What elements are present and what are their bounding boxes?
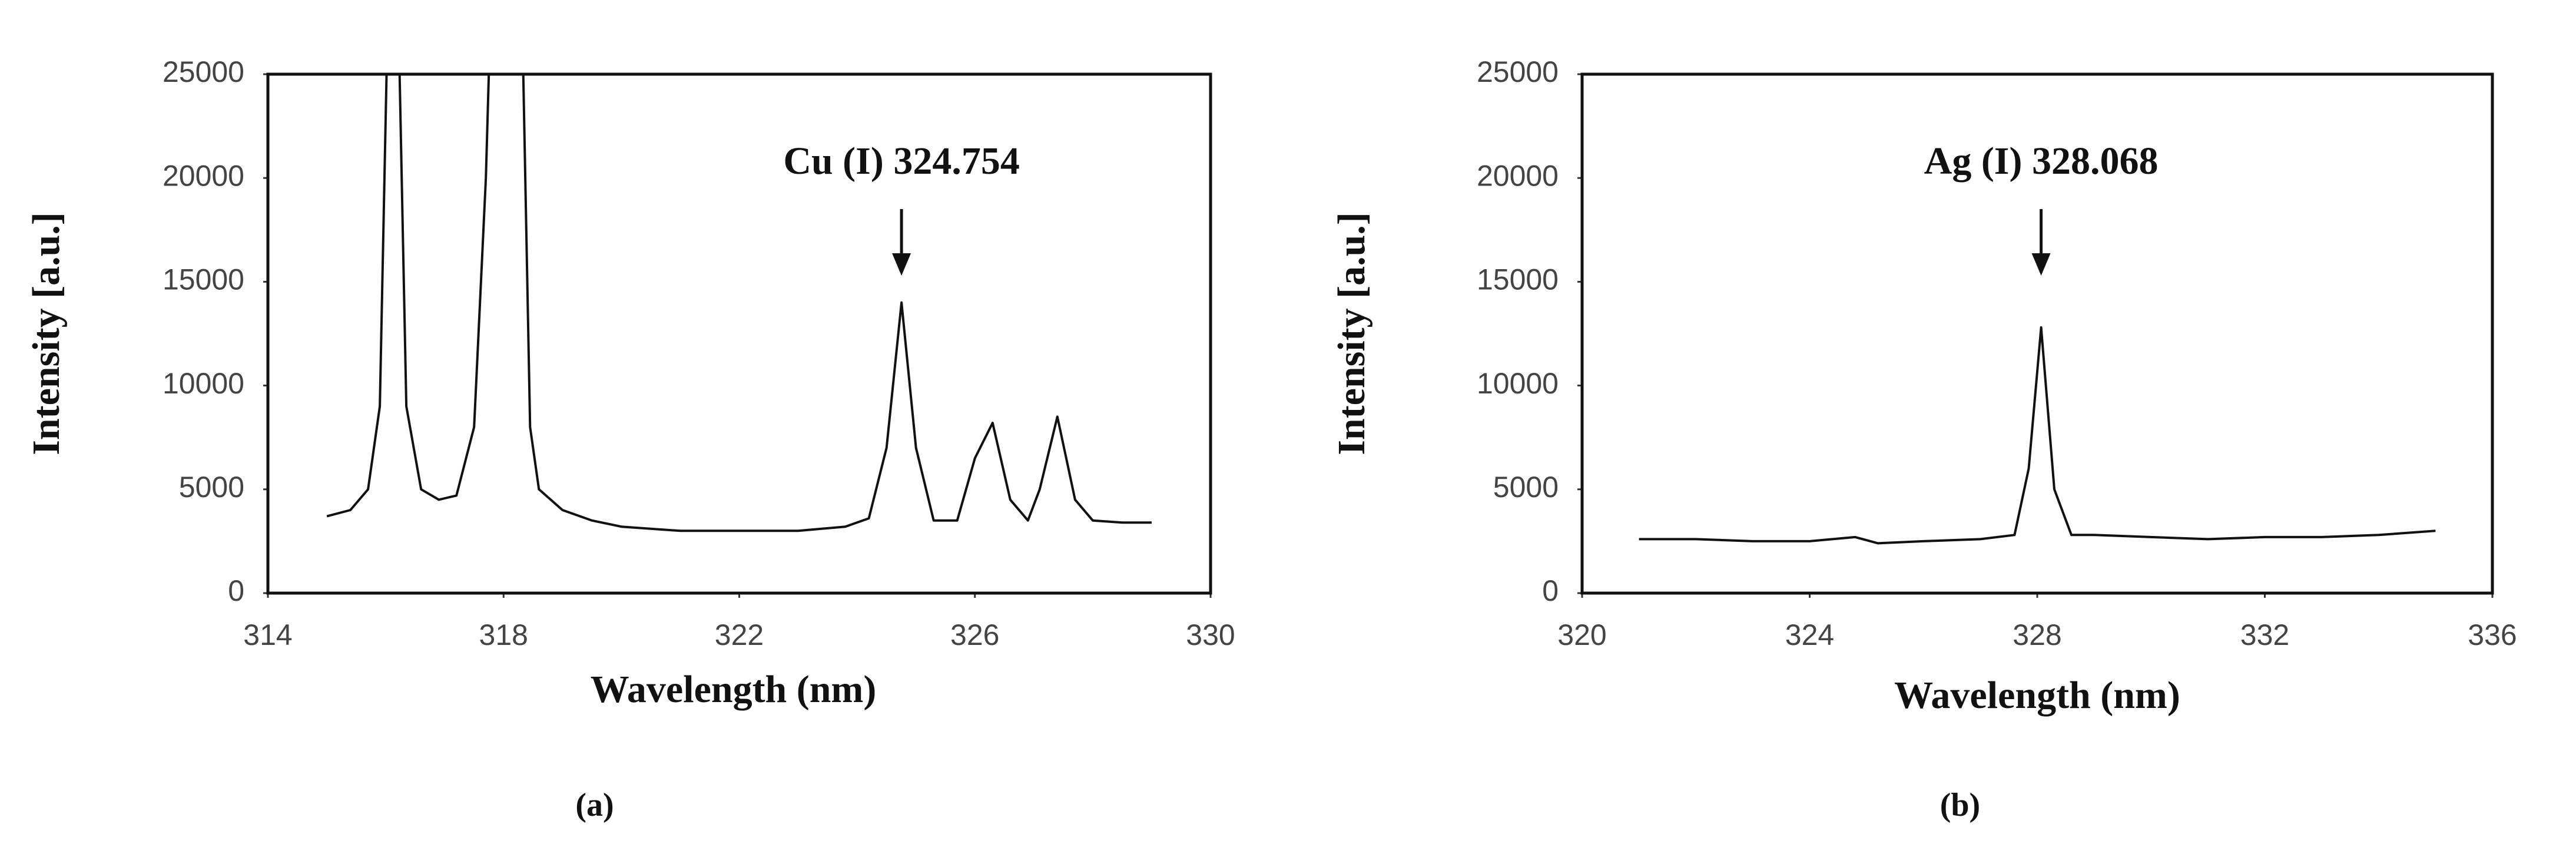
x-tick-label: 324 xyxy=(1785,618,1834,651)
y-tick-label: 25000 xyxy=(163,55,244,88)
y-tick-label: 25000 xyxy=(1477,55,1559,88)
annotation: Ag (I) 328.068 xyxy=(1924,140,2159,183)
y-tick-label: 0 xyxy=(228,574,244,607)
x-tick-label: 322 xyxy=(715,618,764,651)
y-tick-label: 0 xyxy=(1542,574,1559,607)
plot-frame xyxy=(1580,72,2494,595)
y-tick-label: 20000 xyxy=(1477,159,1559,192)
y-axis-title: Intensity [a.u.] xyxy=(25,212,68,455)
y-axis-title: Intensity [a.u.] xyxy=(1330,212,1373,455)
x-tick-label: 330 xyxy=(1186,618,1235,651)
y-tick-label: 5000 xyxy=(1493,471,1559,504)
caption: (b) xyxy=(1940,787,1980,823)
y-tick-label: 5000 xyxy=(179,471,244,504)
y-tick-label: 20000 xyxy=(163,159,244,192)
annotation: Cu (I) 324.754 xyxy=(783,140,1020,183)
x-axis-title: Wavelength (nm) xyxy=(1894,674,2180,717)
x-axis-title: Wavelength (nm) xyxy=(591,668,877,711)
spectrum-line xyxy=(1639,326,2436,545)
y-tick-label: 15000 xyxy=(163,263,244,296)
x-tick-label: 320 xyxy=(1557,618,1606,651)
arrow-head xyxy=(892,253,911,276)
y-tick-label: 15000 xyxy=(1477,263,1559,296)
arrow-head xyxy=(2031,253,2051,276)
x-tick-label: 336 xyxy=(2468,618,2517,651)
spectrum-line xyxy=(326,74,1152,532)
x-tick-label: 326 xyxy=(950,618,999,651)
y-tick-label: 10000 xyxy=(1477,367,1559,400)
x-tick-label: 318 xyxy=(479,618,528,651)
caption: (a) xyxy=(575,787,614,823)
y-tick-label: 10000 xyxy=(163,367,244,400)
x-tick-label: 328 xyxy=(2013,618,2061,651)
plot-frame xyxy=(266,72,1212,595)
x-tick-label: 332 xyxy=(2240,618,2289,651)
x-tick-label: 314 xyxy=(243,618,292,651)
